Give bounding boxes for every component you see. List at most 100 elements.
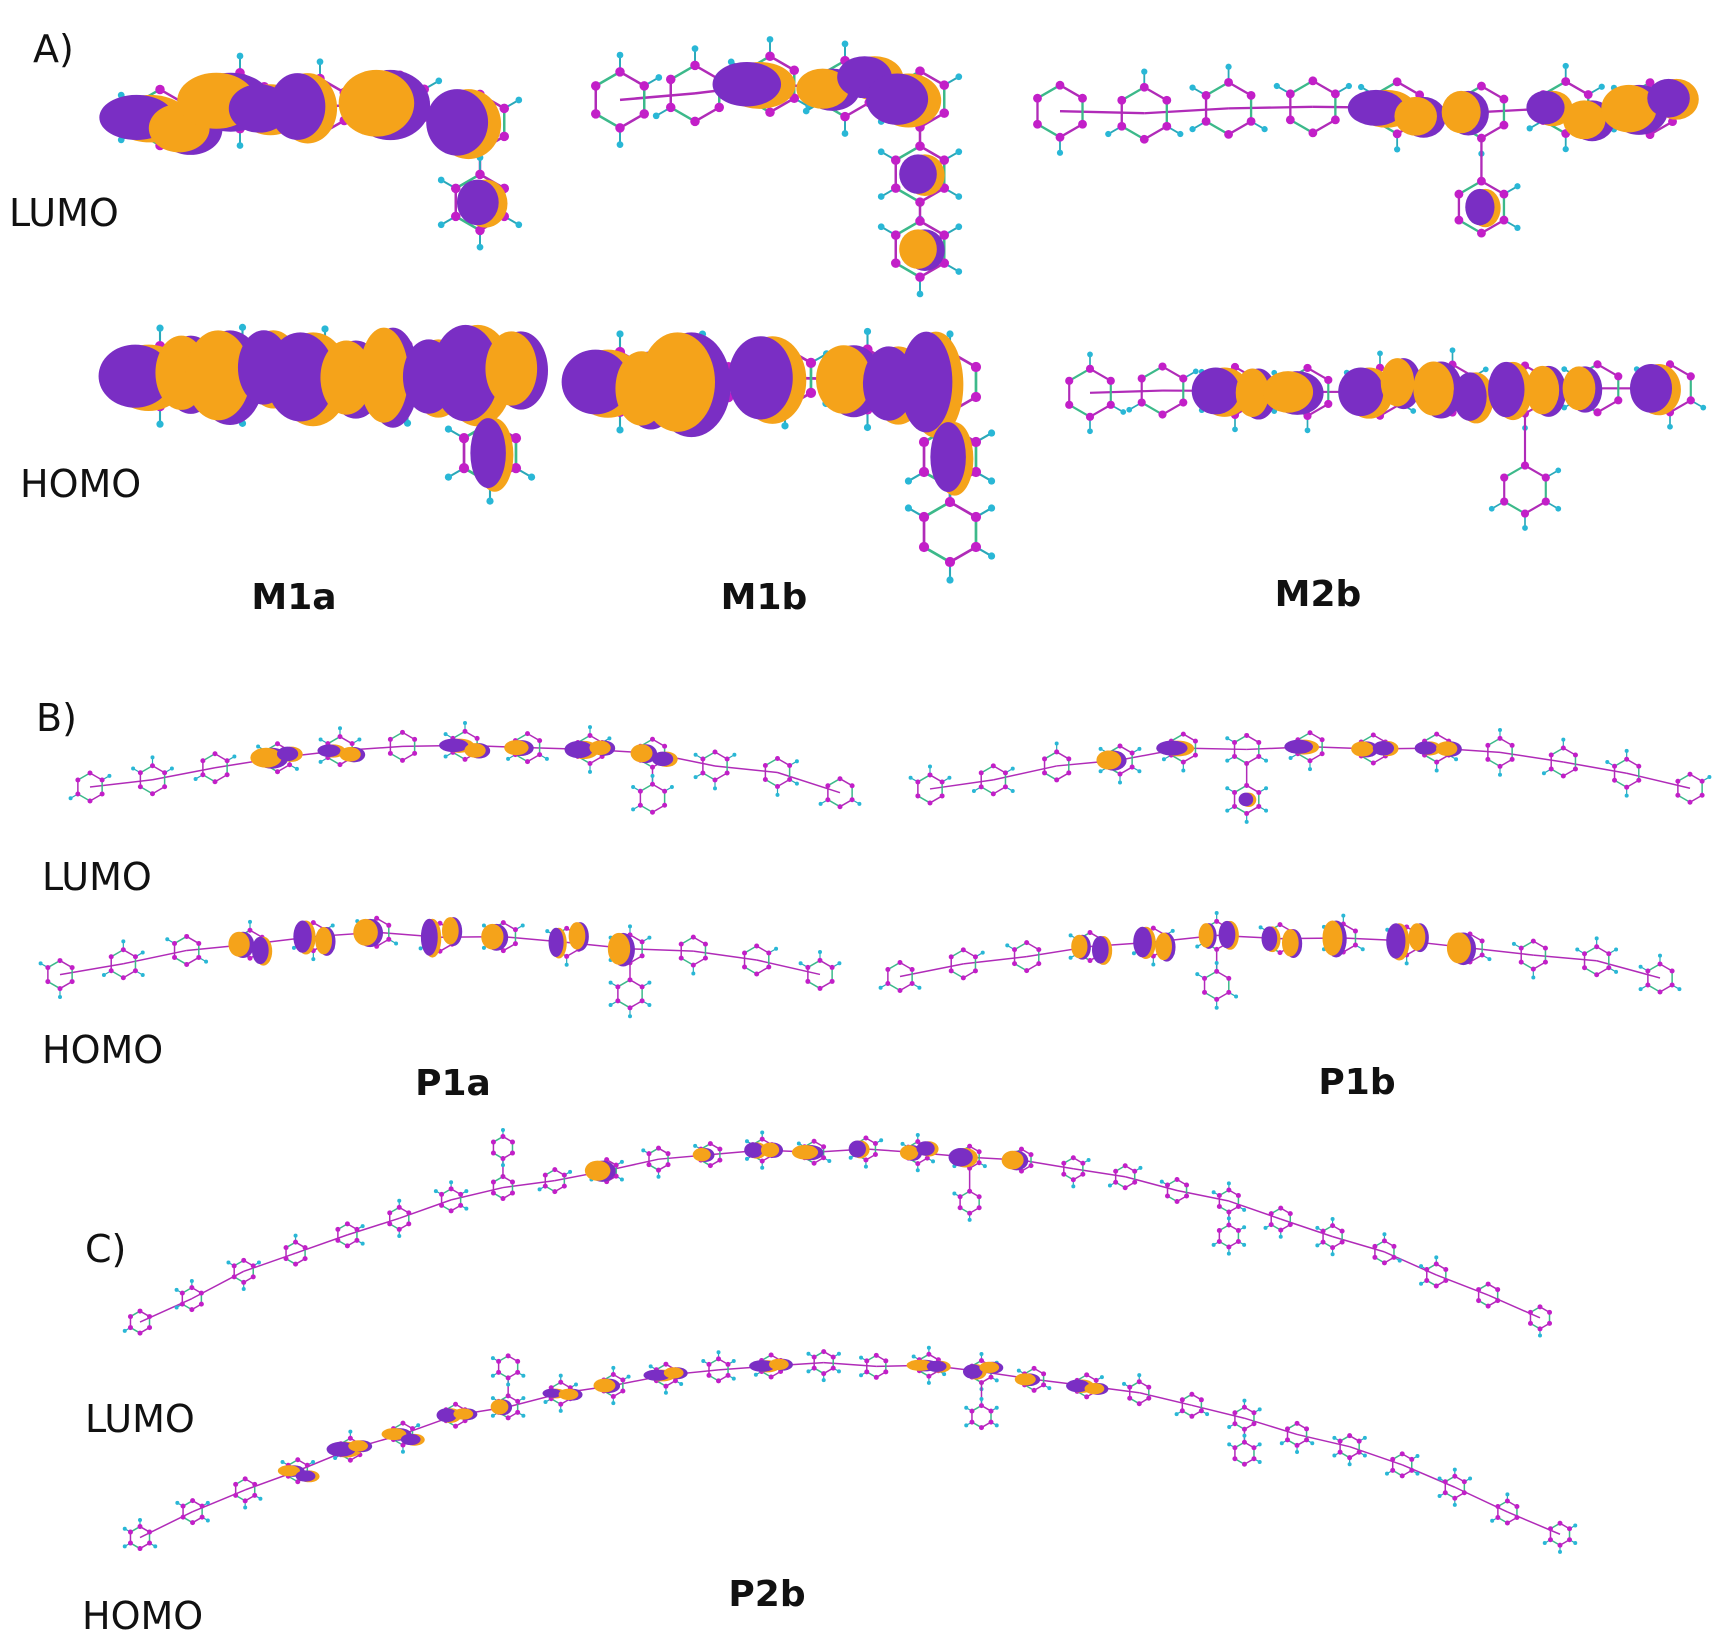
bond (152, 767, 216, 781)
atom (662, 743, 668, 749)
bond (399, 1199, 452, 1220)
hydrogen (545, 929, 550, 934)
atom (707, 1141, 713, 1147)
atom (1232, 1456, 1238, 1462)
atom (967, 1143, 973, 1149)
atom (1226, 989, 1232, 995)
atom (1087, 930, 1093, 936)
atom (1132, 1168, 1138, 1174)
atom (1669, 968, 1675, 974)
atom (1307, 730, 1313, 736)
atom (1232, 1421, 1238, 1427)
orbital-lobe (1133, 926, 1152, 958)
orbital-lobe (791, 1144, 819, 1160)
atom (1277, 922, 1283, 928)
orbital-lobe (979, 1361, 1000, 1374)
hydrogen (1205, 1412, 1210, 1417)
atom (817, 985, 823, 991)
hydrogen (174, 1287, 179, 1292)
atom (656, 1145, 662, 1151)
orbital-lobe (749, 1360, 775, 1372)
atom (396, 1226, 402, 1232)
atom (252, 1481, 258, 1487)
atom (179, 1301, 185, 1307)
atom (1278, 1227, 1284, 1233)
atom (939, 779, 945, 785)
orbital-label: HOMO (82, 1594, 203, 1638)
hydrogen (1561, 737, 1566, 742)
bond (1228, 1200, 1281, 1220)
atom (714, 102, 725, 113)
hydrogen (527, 473, 536, 481)
atom (1065, 376, 1074, 385)
atom (283, 1245, 289, 1251)
atom (458, 433, 470, 444)
atom (354, 1237, 360, 1243)
hydrogen (1087, 428, 1093, 435)
atom (1214, 968, 1220, 974)
atom (918, 511, 930, 523)
orbital-lobe (485, 331, 538, 406)
hydrogen (942, 1372, 947, 1377)
hydrogen (464, 1206, 469, 1211)
orbital-lobe (359, 327, 409, 423)
hydrogen (1098, 769, 1103, 774)
orbital-lobe (251, 936, 269, 965)
orbital-lobe (1084, 1382, 1105, 1395)
atom (821, 1349, 827, 1355)
molecule-label: P1a (415, 1063, 491, 1104)
hydrogen (1131, 951, 1136, 956)
atom (1392, 77, 1402, 87)
atom (1201, 116, 1211, 126)
atom (665, 1151, 671, 1157)
orbital-lobe (1091, 936, 1109, 964)
atom (837, 776, 843, 782)
atom (474, 735, 480, 741)
atom (552, 1189, 558, 1195)
atom (662, 802, 668, 808)
hydrogen (863, 423, 872, 432)
atom (957, 1194, 963, 1200)
bond (993, 765, 1057, 781)
atom (1479, 938, 1485, 944)
atom (620, 1377, 626, 1383)
molecule-label: M1a (251, 577, 336, 618)
hydrogen (806, 1369, 811, 1374)
hydrogen (1526, 125, 1533, 132)
orbital-lobe (692, 1147, 711, 1162)
atom (162, 784, 168, 790)
atom (462, 756, 468, 762)
atom (1031, 1387, 1037, 1393)
hydrogen (1225, 758, 1230, 763)
atom (883, 1358, 889, 1364)
atom (1061, 1160, 1067, 1166)
hydrogen (1227, 1425, 1232, 1430)
orbital-lobe (1198, 923, 1214, 948)
orbital-lobe (481, 923, 504, 950)
hydrogen (1189, 126, 1196, 133)
atom (656, 1167, 662, 1173)
orbital-lobe (589, 740, 611, 756)
hydrogen (107, 773, 112, 778)
atom (1136, 1379, 1142, 1385)
atom (147, 1325, 153, 1331)
atom (1557, 1542, 1563, 1548)
hydrogen (481, 945, 486, 950)
atom (976, 1160, 982, 1166)
atom (768, 1352, 774, 1358)
atom (1495, 1514, 1501, 1520)
atom (970, 361, 982, 373)
atom (811, 1138, 817, 1144)
atom (1084, 1372, 1090, 1378)
hydrogen (955, 193, 963, 200)
hydrogen (1330, 1217, 1335, 1222)
atom (500, 1196, 506, 1202)
atom (690, 60, 700, 71)
hydrogen (416, 1423, 421, 1428)
atom (1476, 1298, 1482, 1304)
atom (864, 1369, 870, 1375)
hydrogen (150, 755, 155, 760)
hydrogen (506, 756, 511, 761)
atom (241, 1279, 247, 1285)
hydrogen (1434, 1255, 1439, 1260)
